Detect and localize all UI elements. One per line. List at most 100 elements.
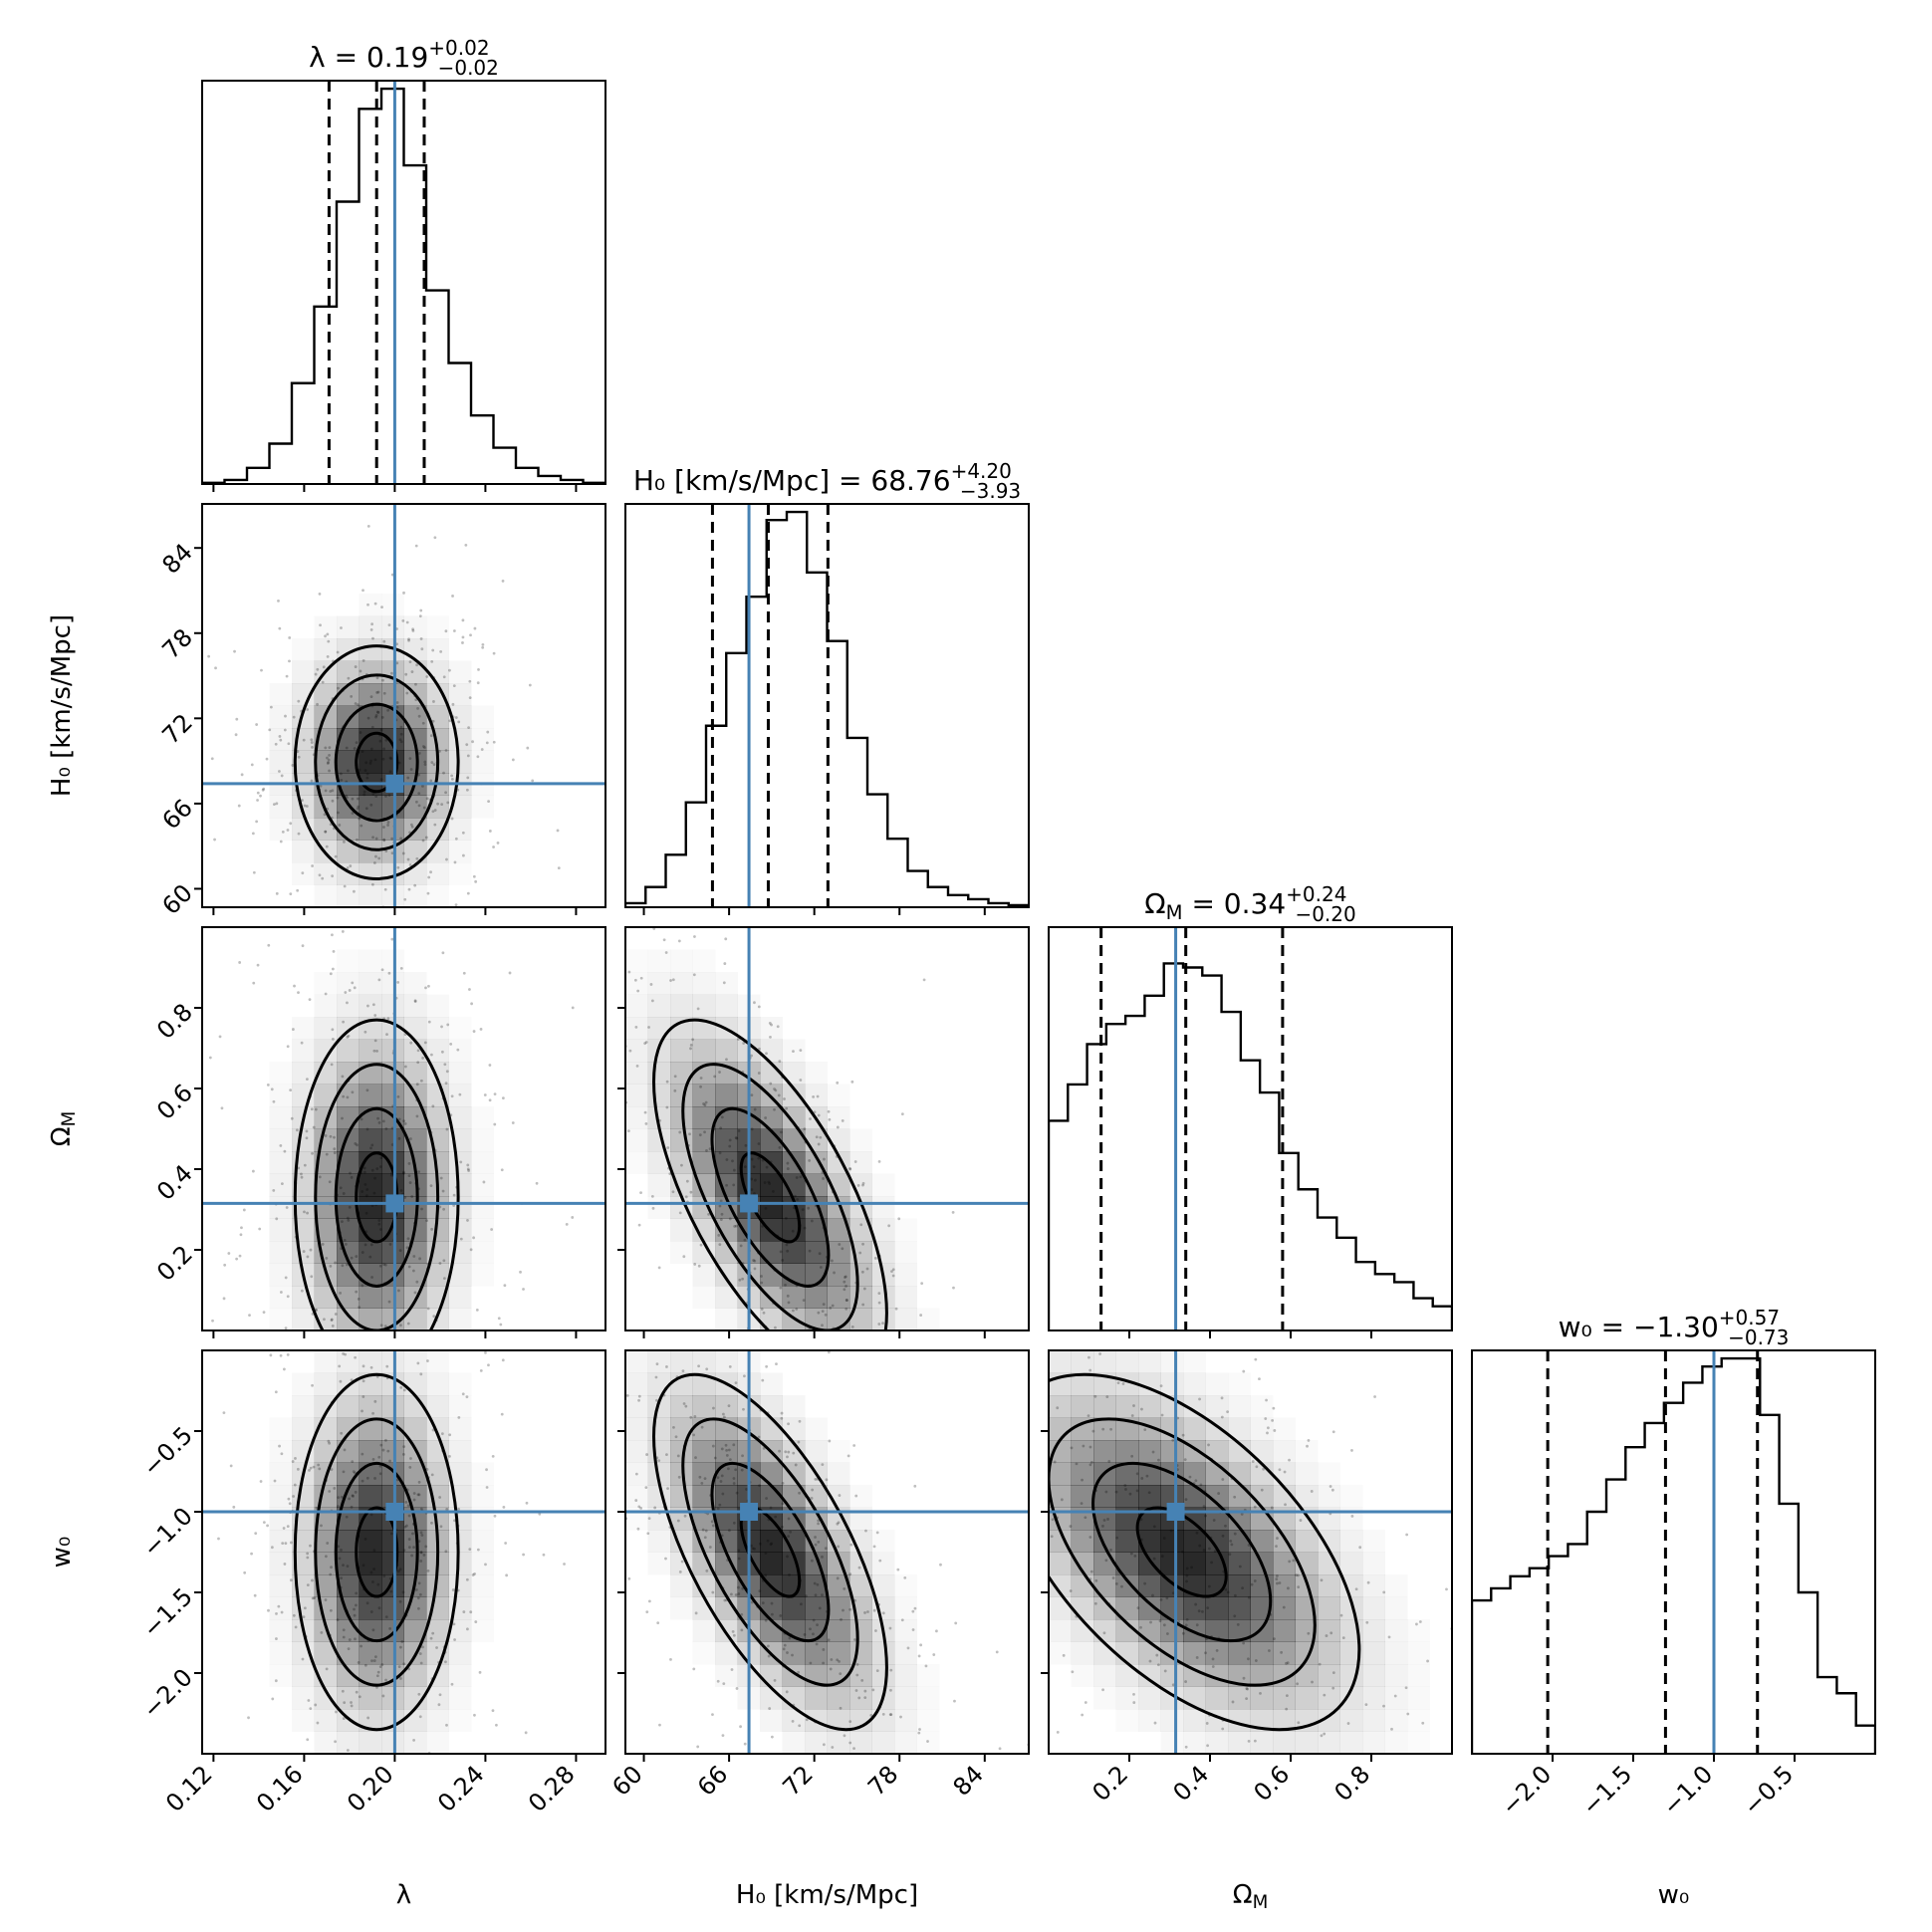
density-cell (1183, 1641, 1206, 1665)
scatter-point (452, 684, 456, 687)
density-cell (337, 1308, 360, 1330)
scatter-point (370, 725, 374, 729)
density-cell (403, 1619, 427, 1642)
scatter-point (1162, 1537, 1166, 1540)
density-cell (403, 1350, 427, 1373)
scatter-point (407, 1265, 411, 1269)
scatter-point (1382, 1590, 1386, 1594)
density-cell (849, 1574, 872, 1597)
scatter-point (845, 1285, 847, 1288)
scatter-point (502, 1506, 506, 1509)
scatter-point (757, 1435, 761, 1439)
scatter-point (280, 1452, 284, 1456)
scatter-point (331, 799, 335, 803)
density-cell (782, 1485, 806, 1508)
density-cell (1250, 1686, 1274, 1710)
density-cell (647, 1530, 671, 1553)
scatter-point (1285, 1707, 1289, 1711)
density-cell (359, 818, 382, 841)
x-tick-label: 0.20 (342, 1760, 399, 1817)
scatter-point (402, 1662, 406, 1666)
density-cell (1295, 1664, 1319, 1687)
scatter-point (396, 1094, 400, 1098)
panel-2-1 (617, 926, 1030, 1338)
density-cell (625, 1462, 648, 1486)
density-cell (426, 1686, 449, 1710)
scatter-point (1206, 1606, 1210, 1610)
scatter-point (341, 1116, 344, 1120)
scatter-point (375, 1674, 379, 1678)
scatter-point (821, 1555, 824, 1559)
scatter-point (423, 763, 427, 767)
scatter-point (1264, 1417, 1268, 1420)
scatter-point (451, 595, 454, 598)
scatter-point (1226, 1590, 1230, 1594)
density-cell (1205, 1731, 1229, 1754)
density-cell (381, 1530, 404, 1553)
density-cell (871, 1709, 895, 1732)
density-cell (337, 1196, 360, 1219)
scatter-point (312, 1125, 316, 1129)
scatter-point (399, 732, 403, 736)
scatter-point (450, 1682, 454, 1686)
scatter-point (1051, 1518, 1055, 1522)
scatter-point (1350, 1449, 1353, 1452)
scatter-point (438, 1262, 442, 1265)
scatter-point (939, 1563, 942, 1567)
scatter-point (718, 1151, 722, 1155)
density-cell (715, 1128, 738, 1152)
density-cell (1183, 1596, 1206, 1620)
density-cell (805, 1530, 828, 1553)
density-cell (1228, 1395, 1251, 1418)
scatter-point (1306, 1444, 1309, 1448)
scatter-point (333, 1487, 337, 1490)
scatter-point (821, 1310, 825, 1314)
density-cell (715, 1664, 738, 1687)
scatter-point (1221, 1478, 1225, 1481)
scatter-point (781, 1525, 784, 1529)
scatter-point (488, 830, 492, 833)
density-cell (1093, 1596, 1116, 1620)
density-cell (270, 1309, 293, 1331)
scatter-point (814, 1593, 818, 1597)
density-cell (1407, 1709, 1430, 1732)
scatter-point (819, 1135, 823, 1139)
density-cell (1339, 1530, 1363, 1553)
density-cell (1273, 1485, 1296, 1508)
density-cell (426, 1263, 449, 1287)
scatter-point (475, 1308, 479, 1312)
density-cell (1273, 1440, 1296, 1463)
density-cell (381, 1709, 404, 1732)
scatter-point (407, 1174, 411, 1178)
density-cell (1049, 1417, 1072, 1441)
scatter-point (465, 788, 469, 792)
title-lambda: λ = 0.19+0.02 −0.02 (309, 36, 499, 80)
scatter-point (1278, 1581, 1282, 1584)
scatter-point (330, 1063, 334, 1067)
scatter-point (841, 1119, 845, 1122)
scatter-point (341, 1689, 345, 1693)
scatter-point (469, 633, 472, 637)
density-cell (1161, 1732, 1184, 1755)
scatter-point (444, 791, 447, 795)
density-cell (625, 1106, 648, 1129)
scatter-point (399, 1385, 403, 1389)
scatter-point (247, 1716, 250, 1720)
scatter-point (802, 1299, 806, 1303)
density-cell (426, 1732, 449, 1755)
scatter-point (694, 1611, 698, 1615)
scatter-point (343, 840, 346, 844)
scatter-point (1421, 1721, 1425, 1725)
scatter-point (283, 728, 287, 732)
x-tick-label: 0.8 (1328, 1760, 1375, 1807)
panel-frame (624, 1349, 1030, 1755)
density-cell (1071, 1462, 1094, 1486)
scatter-point (278, 626, 282, 630)
scatter-point (831, 1304, 835, 1308)
scatter-point (421, 839, 425, 843)
scatter-point (871, 1688, 875, 1692)
scatter-point (799, 1049, 803, 1052)
density-cell (1205, 1686, 1229, 1710)
scatter-point (850, 1325, 854, 1328)
density-cell (448, 1530, 472, 1553)
